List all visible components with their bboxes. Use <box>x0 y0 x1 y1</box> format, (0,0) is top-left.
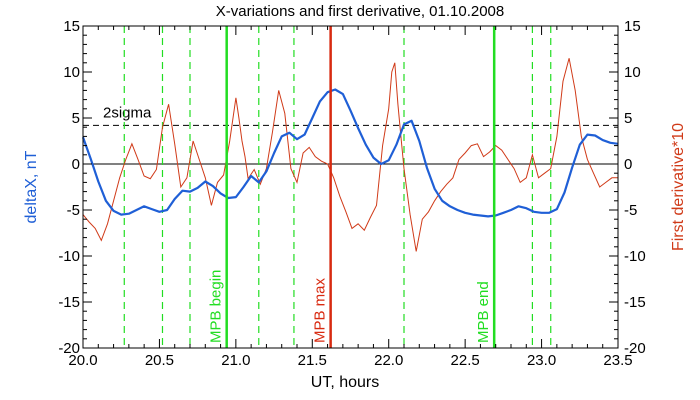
x-axis-label: UT, hours <box>311 374 379 391</box>
y-tick-label-right: -5 <box>624 202 637 219</box>
y-tick-label-left: 0 <box>72 156 80 173</box>
y-tick-label-left: -5 <box>67 202 80 219</box>
y-tick-label-right: 5 <box>624 110 632 127</box>
y-tick-label-left: -10 <box>58 248 80 265</box>
plot-frame <box>82 25 619 349</box>
x-tick-label: 22.0 <box>374 352 403 369</box>
y-axis-label-right: First derivative*10 <box>670 123 687 251</box>
y-tick-label-right: 15 <box>624 18 641 35</box>
x-tick-label: 23.0 <box>527 352 556 369</box>
y-tick-label-left: 5 <box>72 110 80 127</box>
y-tick-label-left: -15 <box>58 294 80 311</box>
y-tick-label-right: 0 <box>624 156 632 173</box>
sigma-label: 2sigma <box>103 104 152 121</box>
y-tick-label-right: -20 <box>624 340 646 357</box>
x-tick-label: 20.5 <box>145 352 174 369</box>
y-tick-label-right: 10 <box>624 64 641 81</box>
y-axis-label-left: deltaX, nT <box>23 150 40 223</box>
x-tick-label: 23.5 <box>603 352 632 369</box>
y-tick-label-left: 10 <box>63 64 80 81</box>
vertical-marker-label: MPB max <box>312 277 329 343</box>
x-tick-label: 21.0 <box>221 352 250 369</box>
vertical-marker-label: MPB begin <box>208 270 225 343</box>
y-tick-label-left: -20 <box>58 340 80 357</box>
x-tick-label: 22.5 <box>451 352 480 369</box>
y-tick-label-right: -15 <box>624 294 646 311</box>
chart-title: X-variations and first derivative, 01.10… <box>216 3 505 20</box>
plot-area: 2sigma MPB begin MPB max MPB end 15 15 10 10 5 5 0… <box>58 18 645 369</box>
deltax-line <box>81 88 619 218</box>
vertical-marker-label: MPB end <box>475 281 492 343</box>
y-tick-label-left: 15 <box>63 18 80 35</box>
x-tick-label: 21.5 <box>298 352 327 369</box>
derivative-line <box>82 58 618 252</box>
y-tick-label-right: -10 <box>624 248 646 265</box>
x-tick-label: 20.0 <box>68 352 97 369</box>
